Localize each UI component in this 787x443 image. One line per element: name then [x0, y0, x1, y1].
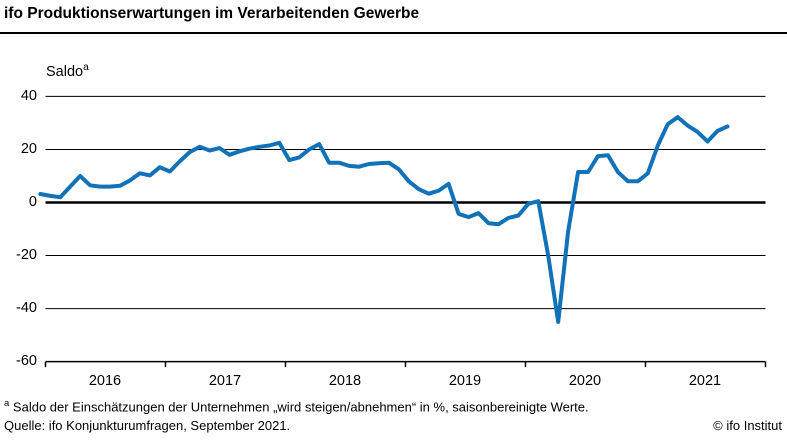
y-tick-label--40: -40 [16, 300, 37, 316]
y-tick-label-0: 0 [28, 194, 37, 210]
footnote: a Saldo der Einschätzungen der Unternehm… [4, 398, 589, 414]
production-expectations-line [38, 115, 730, 324]
footnote-text: Saldo der Einschätzungen der Unternehmen… [12, 399, 589, 415]
source-line: Quelle: ifo Konjunkturumfragen, Septembe… [4, 418, 291, 433]
y-axis-label: Saldoa [46, 62, 89, 80]
footnote-marker: a [4, 398, 10, 409]
y-axis-label-text: Saldo [46, 63, 84, 80]
y-tick-label--20: -20 [16, 247, 37, 263]
title-divider [0, 32, 787, 34]
y-tick-label-20: 20 [20, 141, 37, 157]
x-tick-label-2021: 2021 [688, 373, 722, 389]
x-tick-label-2020: 2020 [568, 373, 602, 389]
x-tick-label-2019: 2019 [448, 373, 482, 389]
chart-title: ifo Produktionserwartungen im Verarbeite… [4, 5, 420, 22]
copyright: © ifo Institut [713, 418, 782, 433]
x-tick-label-2018: 2018 [328, 373, 362, 389]
y-tick-label-40: 40 [20, 88, 37, 104]
y-axis-label-footnote-marker: a [83, 62, 89, 73]
y-tick-label--60: -60 [16, 353, 37, 369]
x-tick-label-2016: 2016 [88, 373, 122, 389]
x-tick-label-2017: 2017 [208, 373, 242, 389]
